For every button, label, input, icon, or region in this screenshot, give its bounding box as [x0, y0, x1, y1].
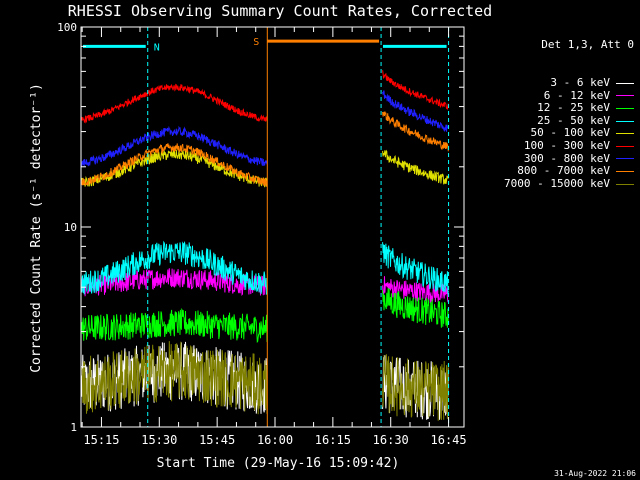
- x-tick-label: 16:45: [431, 433, 467, 447]
- y-tick-label: 1: [70, 421, 77, 434]
- legend-label: 12 - 25 keV: [537, 101, 610, 115]
- x-tick-label: 16:15: [315, 433, 351, 447]
- legend-rows: 3 - 6 keV 6 - 12 keV 12 - 25 keV 25 - 50 ke…: [504, 75, 634, 191]
- legend-entry: 50 - 100 keV: [504, 127, 634, 140]
- legend-entry: 3 - 6 keV: [504, 75, 634, 90]
- legend-label: 800 - 7000 keV: [517, 164, 610, 178]
- legend-entry: 7000 - 15000 keV: [504, 176, 634, 191]
- legend-swatch: [616, 183, 634, 185]
- y-tick-label: 10: [64, 221, 77, 234]
- series-300-800-kev-pre: [81, 125, 268, 167]
- series-25-50-kev-post: [382, 242, 449, 294]
- series-12-25-kev-post: [382, 288, 449, 328]
- series-50-100-kev-post: [382, 149, 449, 185]
- x-tick-label: 16:00: [257, 433, 293, 447]
- series-800-7000-kev-post: [382, 111, 449, 152]
- axes-layer: 1 10 100 15:15 15:30 15:45 16:00 16:15 16:30 16:4…: [57, 21, 467, 447]
- legend-entry: 12 - 25 keV: [504, 102, 634, 115]
- legend-label: 6 - 12 keV: [543, 88, 610, 102]
- flag-label-s: S: [253, 37, 259, 48]
- x-tick-label: 15:45: [199, 433, 235, 447]
- legend-header: Det 1,3, Att 0: [541, 38, 634, 52]
- legend-label: 25 - 50 keV: [537, 113, 610, 127]
- y-axis-label: Corrected Count Rate (s⁻¹ detector⁻¹): [29, 83, 44, 373]
- series-100-300-kev-pre: [80, 83, 268, 124]
- x-axis-label: Start Time (29-May-16 15:09:42): [157, 456, 400, 471]
- legend-entry: 300 - 800 keV: [504, 151, 634, 166]
- legend-label: 100 - 300 keV: [523, 138, 610, 152]
- legend-entry: 6 - 12 keV: [504, 88, 634, 103]
- series-7000-15000-kev-pre: [80, 341, 268, 415]
- legend-label: 7000 - 15000 keV: [504, 176, 610, 190]
- x-tick-label: 15:30: [141, 433, 177, 447]
- legend-swatch: [616, 95, 634, 97]
- series-100-300-kev-post: [382, 70, 449, 110]
- x-tick-label: 15:15: [83, 433, 119, 447]
- series-7000-15000-kev-post: [382, 354, 449, 421]
- y-tick-label: 100: [57, 21, 77, 34]
- legend-label: 3 - 6 keV: [550, 75, 610, 89]
- legend-label: 50 - 100 keV: [530, 126, 610, 140]
- series-300-800-kev-post: [382, 90, 449, 132]
- legend-swatch: [616, 133, 634, 135]
- legend-swatch: [616, 158, 634, 160]
- legend-entry: 100 - 300 keV: [504, 138, 634, 153]
- legend-swatch: [616, 170, 634, 172]
- series-12-25-kev-pre: [80, 307, 268, 343]
- series-25-50-kev-pre: [80, 240, 268, 296]
- legend-swatch: [616, 107, 634, 109]
- x-tick-label: 16:30: [373, 433, 409, 447]
- legend: Det 1,3, Att 0 3 - 6 keV 6 - 12 keV 12 - 2…: [504, 14, 634, 203]
- flag-label-n: N: [154, 42, 160, 53]
- footer-timestamp: 31-Aug-2022 21:06: [554, 469, 636, 478]
- legend-swatch: [616, 145, 634, 147]
- chart-title: RHESSI Observing Summary Count Rates, Co…: [68, 2, 492, 20]
- legend-swatch: [616, 120, 634, 122]
- series-800-7000-kev-pre: [80, 142, 268, 187]
- legend-entry: 800 - 7000 keV: [504, 165, 634, 178]
- legend-entry: 25 - 50 keV: [504, 113, 634, 128]
- legend-label: 300 - 800 keV: [523, 151, 610, 165]
- legend-swatch: [616, 82, 634, 84]
